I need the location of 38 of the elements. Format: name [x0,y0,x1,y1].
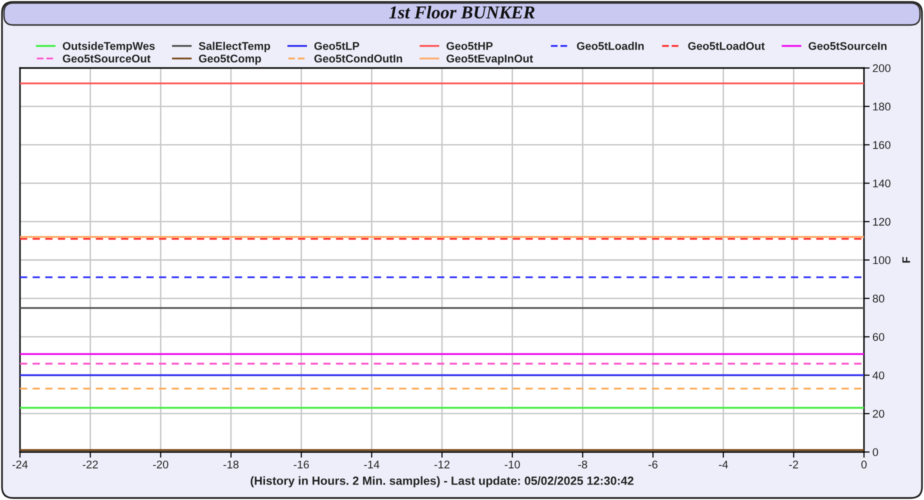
y-tick-label: 60 [872,333,884,341]
legend-label: Geo5tLoadIn [576,42,644,50]
x-tick-label: -8 [578,460,588,468]
y-tick-label: 140 [873,179,890,188]
y-axis-title: F [902,257,910,263]
y-tick-label: 200 [872,64,890,72]
x-tick-label: -20 [153,460,168,468]
legend-label: Geo5tEvapInOut [446,54,533,65]
x-tick-label: -4 [718,460,728,468]
x-tick-label: -6 [648,460,658,468]
x-tick-label: -10 [504,460,520,468]
legend-label: OutsideTempWes [62,42,155,52]
legend-label: Geo5tSourceOut [62,54,150,63]
legend-label: Geo5tHP [446,42,493,50]
y-tick-label: 180 [873,102,890,111]
x-tick-label: -16 [294,460,309,468]
x-tick-label: -12 [434,460,450,468]
x-tick-label: -2 [789,460,798,468]
y-tick-label: 40 [872,371,884,380]
x-tick-label: -18 [223,460,239,468]
legend-label: Geo5tLoadOut [688,42,765,50]
chart-title: 1st Floor BUNKER [389,6,535,19]
y-tick-label: 120 [873,218,890,226]
y-tick-label: 20 [872,410,884,418]
legend-label: Geo5tLP [314,42,360,50]
legend-label: Geo5tSourceIn [808,42,887,50]
x-tick-label: -24 [12,460,28,468]
y-tick-label: 80 [872,294,884,303]
legend-label: Geo5tComp [198,54,262,65]
y-tick-label: 160 [873,141,890,149]
legend-label: Geo5tCondOutIn [314,54,402,63]
x-axis-title: (History in Hours. 2 Min. samples) - Last update: 05/02/2025 12:30:42 [250,476,634,488]
y-tick-label: 100 [873,256,890,264]
x-tick-label: -14 [364,460,380,468]
legend-label: SalElectTemp [198,42,270,52]
x-tick-label: -22 [82,460,98,468]
y-tick-label: 0 [872,448,878,456]
x-tick-label: 0 [861,460,867,468]
